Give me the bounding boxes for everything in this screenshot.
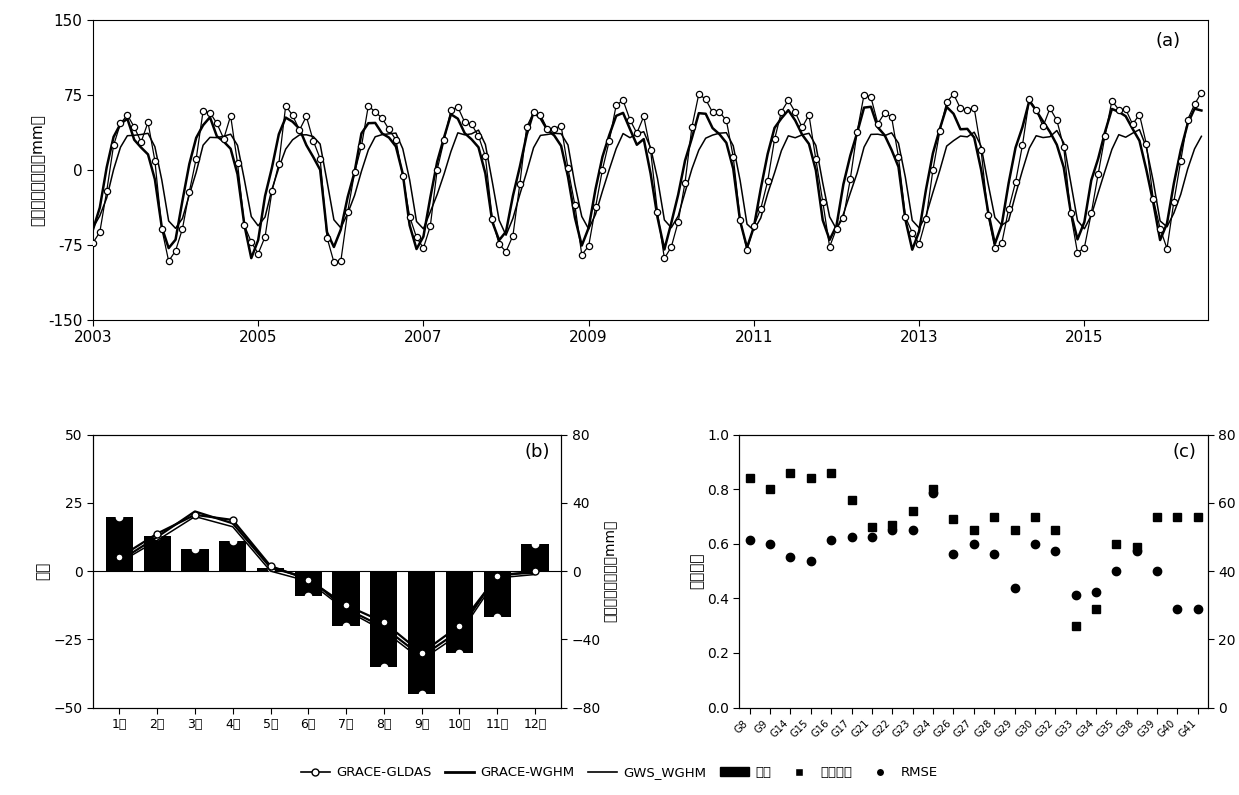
Text: (b): (b) xyxy=(524,443,550,461)
Bar xyxy=(105,517,133,571)
Bar xyxy=(295,571,322,595)
Y-axis label: 地下水储量异常（mm）: 地下水储量异常（mm） xyxy=(31,114,46,226)
Bar xyxy=(144,536,171,571)
Bar xyxy=(446,571,473,653)
Bar xyxy=(256,568,284,571)
Bar xyxy=(483,571,510,618)
Y-axis label: 地下水储量异常（mm）: 地下水储量异常（mm） xyxy=(603,520,618,622)
Text: (a): (a) xyxy=(1155,32,1180,50)
Text: (c): (c) xyxy=(1172,443,1197,461)
Bar xyxy=(332,571,359,626)
Y-axis label: 偏差: 偏差 xyxy=(36,562,51,580)
Legend: GRACE-GLDAS, GRACE-WGHM, GWS_WGHM, 偏差, 相关系数, RMSE: GRACE-GLDAS, GRACE-WGHM, GWS_WGHM, 偏差, 相… xyxy=(296,761,943,785)
Bar xyxy=(181,549,208,571)
Y-axis label: 相关系数: 相关系数 xyxy=(689,553,704,589)
Bar xyxy=(408,571,435,694)
Bar xyxy=(219,541,247,571)
Bar xyxy=(370,571,398,667)
Bar xyxy=(522,544,549,571)
